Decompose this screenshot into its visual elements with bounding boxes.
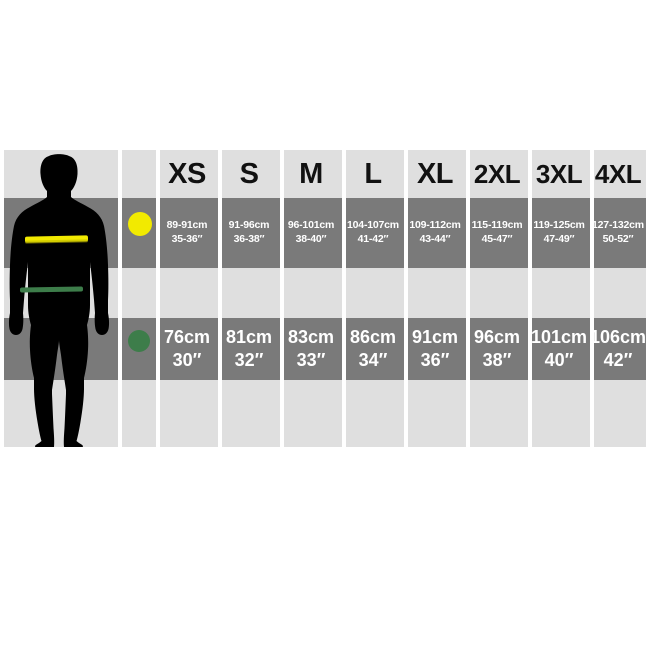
header-s: S: [239, 157, 259, 190]
chest-in-xs: 35-36″: [171, 233, 203, 245]
waist-in-4xl: 42″: [603, 350, 633, 370]
chest-cm-xl: 109-112cm: [409, 219, 461, 232]
chest-in-l: 41-42″: [357, 233, 389, 245]
waist-cm-m: 83cm: [287, 326, 335, 347]
waist-in-l: 34″: [358, 350, 388, 370]
chest-cell-4xl: 127-132cm 50-52″: [590, 198, 646, 268]
chest-cm-xs: 89-91cm: [166, 219, 208, 232]
chest-in-3xl: 47-49″: [543, 233, 575, 245]
band-footer: [0, 380, 650, 447]
waist-cell-3xl: 101cm 40″: [528, 318, 590, 380]
column-separator: [466, 150, 470, 447]
chest-cell-m: 96-101cm 38-40″: [280, 198, 342, 268]
chest-cell-s: 91-96cm 36-38″: [218, 198, 280, 268]
chest-cell-3xl: 119-125cm 47-49″: [528, 198, 590, 268]
column-separator: [646, 150, 650, 447]
waist-in-3xl: 40″: [544, 350, 574, 370]
waist-cm-xl: 91cm: [411, 326, 459, 347]
chest-cm-l: 104-107cm: [347, 219, 399, 232]
chest-in-4xl: 50-52″: [602, 233, 634, 245]
band-chest-row: [0, 198, 650, 268]
waist-cm-2xl: 96cm: [473, 326, 521, 347]
waist-in-2xl: 38″: [482, 350, 512, 370]
waist-cell-xs: 76cm 30″: [156, 318, 218, 380]
chest-cm-3xl: 119-125cm: [533, 219, 585, 232]
size-chart: XS S M L XL 2XL 3XL 4XL 89-91cm 35-36″ 9…: [0, 150, 650, 447]
header-m: M: [299, 157, 323, 190]
chest-in-s: 36-38″: [233, 233, 265, 245]
column-separator: [156, 150, 160, 447]
column-separator: [590, 150, 594, 447]
column-separator: [218, 150, 222, 447]
waist-cell-l: 86cm 34″: [342, 318, 404, 380]
waist-cell-2xl: 96cm 38″: [466, 318, 528, 380]
waist-in-m: 33″: [296, 350, 326, 370]
waist-cm-l: 86cm: [349, 326, 397, 347]
header-3xl: 3XL: [535, 158, 583, 189]
header-4xl: 4XL: [594, 158, 642, 189]
column-separator: [280, 150, 284, 447]
waist-in-s: 32″: [234, 350, 264, 370]
waist-cell-s: 81cm 32″: [218, 318, 280, 380]
green-dot-icon: [128, 330, 150, 352]
waist-cm-4xl: 106cm: [589, 326, 647, 347]
column-separator: [0, 150, 4, 447]
header-xl: XL: [416, 157, 454, 190]
waist-cm-3xl: 101cm: [530, 326, 588, 347]
header-l: L: [364, 157, 382, 190]
chest-cm-4xl: 127-132cm: [592, 219, 644, 232]
waist-cell-m: 83cm 33″: [280, 318, 342, 380]
chest-in-m: 38-40″: [295, 233, 327, 245]
chest-cm-s: 91-96cm: [228, 219, 270, 232]
chest-cell-2xl: 115-119cm 45-47″: [466, 198, 528, 268]
column-separator: [528, 150, 532, 447]
chest-in-xl: 43-44″: [419, 233, 451, 245]
band-header: [0, 150, 650, 198]
waist-in-xs: 30″: [172, 350, 202, 370]
waist-cell-4xl: 106cm 42″: [590, 318, 646, 380]
waist-cm-s: 81cm: [225, 326, 273, 347]
chest-in-2xl: 45-47″: [481, 233, 513, 245]
waist-in-xl: 36″: [420, 350, 450, 370]
chest-cell-l: 104-107cm 41-42″: [342, 198, 404, 268]
waist-cm-xs: 76cm: [163, 326, 211, 347]
chest-cm-m: 96-101cm: [287, 219, 335, 232]
header-2xl: 2XL: [473, 158, 521, 189]
column-separator: [404, 150, 408, 447]
chest-cell-xs: 89-91cm 35-36″: [156, 198, 218, 268]
column-separator: [118, 150, 122, 447]
chest-cm-2xl: 115-119cm: [471, 219, 523, 232]
header-xs: XS: [168, 157, 206, 190]
band-spacer: [0, 268, 650, 318]
male-silhouette-icon: [8, 154, 110, 447]
column-separator: [342, 150, 346, 447]
chest-cell-xl: 109-112cm 43-44″: [404, 198, 466, 268]
waist-cell-xl: 91cm 36″: [404, 318, 466, 380]
yellow-dot-icon: [128, 212, 152, 236]
